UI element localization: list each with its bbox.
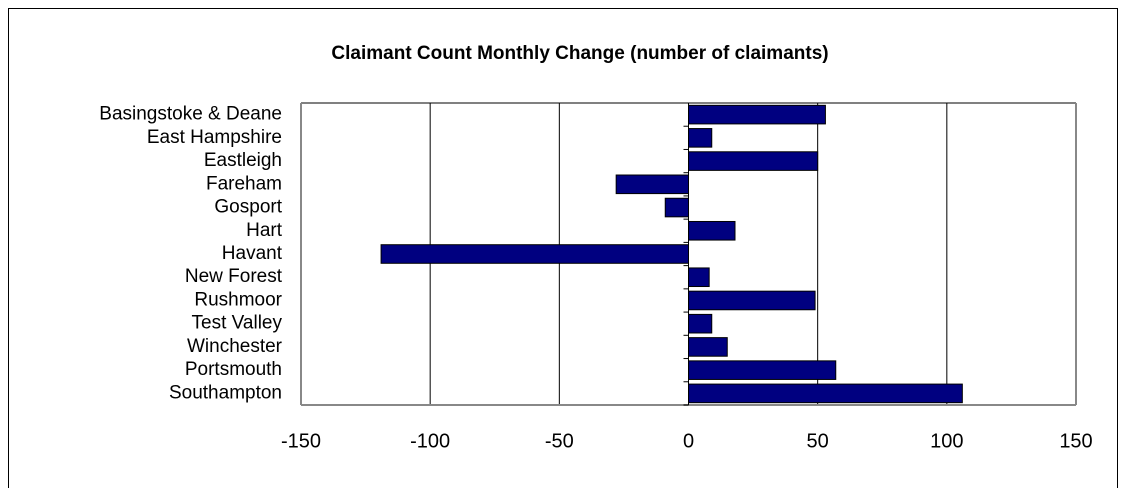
bar — [688, 151, 819, 171]
bar — [664, 197, 689, 218]
bar — [688, 267, 710, 288]
x-tick-label: 150 — [1059, 430, 1092, 452]
bar — [688, 104, 826, 125]
y-tick-label: New Forest — [185, 266, 283, 287]
y-tick-label: East Hampshire — [147, 127, 282, 148]
x-tick-label: 50 — [807, 430, 829, 452]
y-tick-label: Rushmoor — [194, 289, 282, 310]
bar — [380, 244, 689, 264]
bar — [688, 360, 837, 380]
y-tick-label: Winchester — [187, 336, 283, 357]
bar — [688, 290, 816, 311]
y-tick-label: Basingstoke & Deane — [99, 104, 282, 125]
bar — [688, 128, 713, 148]
bar — [688, 220, 736, 241]
x-tick-label: -100 — [410, 430, 450, 452]
x-tick-label: 100 — [930, 430, 963, 452]
y-tick-label: Hart — [246, 220, 283, 241]
bar — [688, 313, 713, 334]
y-tick-label: Gosport — [214, 197, 282, 218]
bar — [615, 174, 690, 195]
x-tick-label: -50 — [545, 430, 574, 452]
bar — [688, 337, 728, 357]
chart-title: Claimant Count Monthly Change (number of… — [331, 43, 828, 64]
y-tick-label: Eastleigh — [204, 150, 282, 171]
y-tick-label: Test Valley — [192, 313, 283, 334]
y-tick-label: Southampton — [169, 382, 282, 403]
y-tick-label: Fareham — [206, 173, 282, 194]
x-tick-label: -150 — [281, 430, 321, 452]
x-tick-label: 0 — [683, 430, 694, 452]
y-tick-label: Havant — [222, 243, 283, 264]
y-tick-label: Portsmouth — [185, 359, 282, 380]
bar — [688, 383, 963, 404]
